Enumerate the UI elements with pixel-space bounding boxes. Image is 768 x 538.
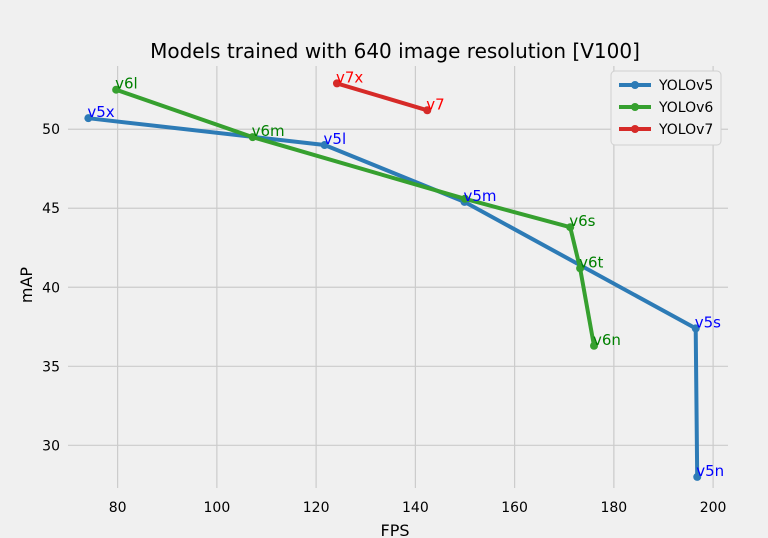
- point-label-v5n: v5n: [696, 462, 724, 480]
- legend-item: YOLOv7: [619, 122, 713, 138]
- y-axis-label: mAP: [17, 267, 36, 304]
- x-axis-label: FPS: [380, 521, 409, 538]
- point-label-v5s: v5s: [695, 313, 721, 331]
- point-label-v6m: v6m: [252, 122, 285, 140]
- chart-title: Models trained with 640 image resolution…: [150, 39, 640, 63]
- series-line: [335, 81, 430, 113]
- point-label-v5l: v5l: [324, 130, 347, 148]
- y-tick-label: 35: [42, 359, 60, 375]
- y-tick-label: 50: [42, 122, 60, 138]
- data-point: [693, 472, 702, 481]
- data-point: [590, 341, 599, 350]
- legend-label: YOLOv6: [658, 100, 713, 116]
- series-layer: [84, 79, 702, 481]
- data-point: [320, 141, 329, 150]
- data-point: [691, 324, 700, 333]
- series-yolov7: [332, 79, 432, 115]
- x-tick-label: 140: [402, 500, 429, 516]
- x-tick-label: 180: [600, 500, 627, 516]
- point-label-v7: v7: [426, 95, 444, 113]
- x-tick-label: 120: [303, 500, 330, 516]
- y-tick-label: 40: [42, 280, 60, 296]
- series-yolov5: [84, 114, 702, 481]
- data-point: [576, 264, 585, 273]
- x-tick-label: 80: [109, 500, 127, 516]
- series-yolov6: [112, 85, 599, 350]
- series-line: [114, 87, 596, 348]
- data-point: [566, 223, 575, 232]
- x-tick-label: 100: [204, 500, 231, 516]
- legend-item: YOLOv6: [619, 100, 713, 116]
- x-tick-label: 200: [700, 500, 727, 516]
- tick-labels: 80 100 120 140 160 180 200 30 35 40 45 50: [42, 122, 726, 516]
- point-label-v7x: v7x: [336, 68, 363, 86]
- point-label-v6s: v6s: [569, 212, 595, 230]
- legend-item: YOLOv5: [619, 78, 713, 94]
- point-label-v6l: v6l: [115, 75, 138, 93]
- data-point: [332, 79, 341, 88]
- data-point: [84, 114, 93, 123]
- point-label-v6t: v6t: [579, 253, 603, 271]
- x-tick-label: 160: [501, 500, 528, 516]
- data-point: [423, 106, 432, 115]
- legend-label: YOLOv5: [658, 78, 713, 94]
- legend-swatch-marker: [631, 125, 639, 133]
- data-point: [460, 194, 469, 203]
- y-tick-label: 30: [42, 438, 60, 454]
- legend: YOLOv5 YOLOv6 YOLOv7: [610, 70, 722, 146]
- point-label-v6n: v6n: [593, 331, 621, 349]
- point-label-v5x: v5x: [87, 103, 114, 121]
- y-tick-label: 45: [42, 201, 60, 217]
- data-point: [112, 85, 121, 94]
- point-labels: v5x v5l v5m v5s v5n v6l v6m v6s v6t v6n v7x v7: [87, 68, 724, 480]
- legend-swatch-marker: [631, 81, 639, 89]
- data-point: [248, 133, 257, 142]
- series-line: [86, 116, 700, 479]
- legend-swatch-marker: [631, 103, 639, 111]
- legend-label: YOLOv7: [658, 122, 713, 138]
- legend-box: [610, 70, 722, 146]
- point-label-v5m: v5m: [463, 187, 496, 205]
